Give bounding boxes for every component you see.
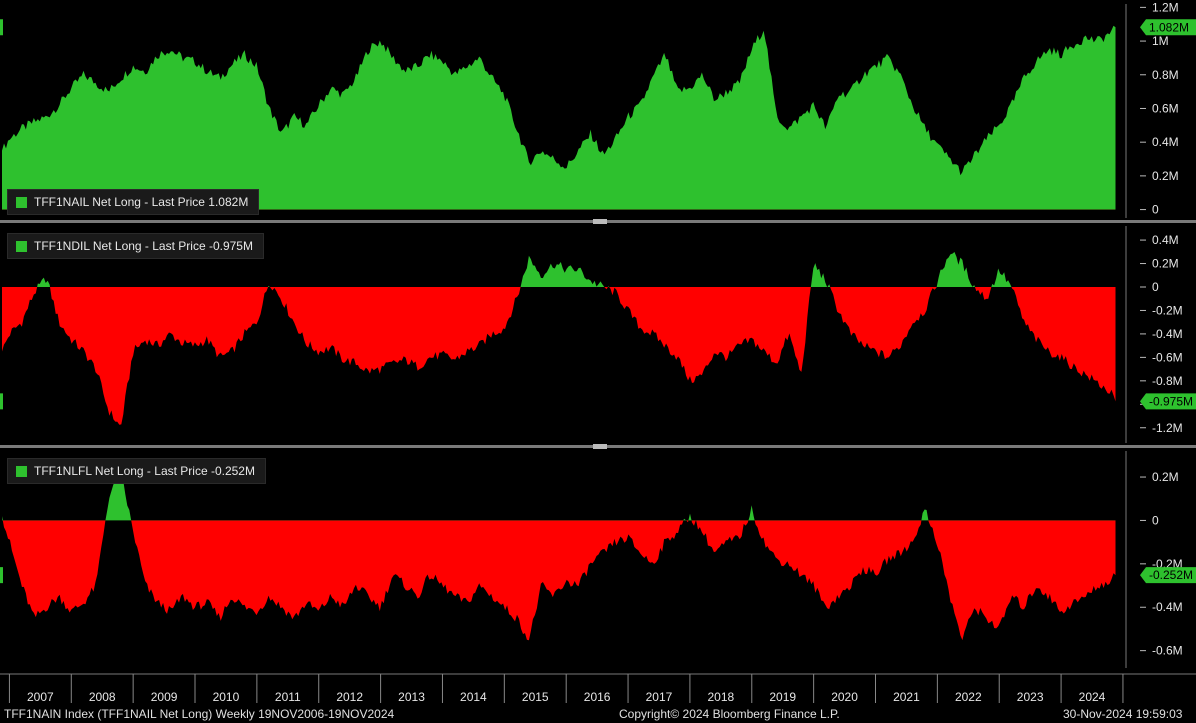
footer-index-info: TFF1NAIN Index (TFF1NAIL Net Long) Weekl… (4, 707, 395, 721)
series-TFF1NAIL-positive-area (2, 25, 1116, 210)
last-price-tag (1140, 19, 1196, 36)
x-tick-label: 2019 (769, 690, 796, 704)
y-tick-label: 0.2M (1152, 257, 1179, 271)
x-tick-label: 2017 (646, 690, 673, 704)
legend-swatch (16, 197, 27, 208)
series-TFF1NDIL-negative-area (2, 286, 1116, 425)
legend-panel-1: TFF1NAIL Net Long - Last Price 1.082M (7, 189, 260, 215)
last-price-tag (1140, 393, 1196, 410)
x-tick-label: 2022 (955, 690, 982, 704)
legend-swatch (16, 466, 27, 477)
y-tick-label: -0.4M (1152, 600, 1183, 614)
x-tick-label: 2013 (398, 690, 425, 704)
x-tick-label: 2018 (707, 690, 734, 704)
series-TFF1NLFL-positive-area (2, 471, 1116, 521)
left-last-marker (0, 19, 3, 36)
y-tick-label: 0.2M (1152, 169, 1179, 183)
y-tick-label: 0.8M (1152, 68, 1179, 82)
last-price-label: -0.252M (1149, 568, 1193, 582)
legend-label-3: TFF1NLFL Net Long - Last Price -0.252M (34, 464, 255, 478)
last-price-label: 1.082M (1149, 20, 1189, 34)
x-tick-label: 2020 (831, 690, 858, 704)
x-tick-label: 2008 (89, 690, 116, 704)
divider-handle (593, 444, 607, 449)
series-TFF1NAIL-negative-area (2, 209, 1116, 210)
y-tick-label: 1M (1152, 34, 1169, 48)
y-tick-label: 0 (1152, 203, 1159, 217)
x-tick-label: 2023 (1017, 690, 1044, 704)
x-tick-label: 2024 (1079, 690, 1106, 704)
x-tick-label: 2007 (27, 690, 54, 704)
x-tick-label: 2011 (275, 690, 301, 704)
y-tick-label: 0.4M (1152, 233, 1179, 247)
legend-label-1: TFF1NAIL Net Long - Last Price 1.082M (34, 195, 249, 209)
y-tick-label: -0.6M (1152, 644, 1183, 658)
left-last-marker (0, 567, 3, 584)
legend-label-2: TFF1NDIL Net Long - Last Price -0.975M (34, 239, 253, 253)
y-tick-label: 1.2M (1152, 0, 1179, 14)
footer-copyright: Copyright© 2024 Bloomberg Finance L.P. (619, 707, 840, 721)
y-tick-label: -0.2M (1152, 303, 1183, 317)
x-tick-label: 2009 (151, 690, 178, 704)
divider-handle (593, 219, 607, 224)
x-tick-label: 2015 (522, 690, 549, 704)
y-tick-label: 0.6M (1152, 101, 1179, 115)
y-tick-label: -0.6M (1152, 350, 1183, 364)
x-tick-label: 2010 (213, 690, 240, 704)
series-TFF1NLFL-negative-area (2, 520, 1116, 641)
footer-timestamp: 30-Nov-2024 19:59:03 (1063, 707, 1183, 721)
y-tick-label: 0.4M (1152, 135, 1179, 149)
last-price-label: -0.975M (1149, 394, 1193, 408)
x-tick-label: 2016 (584, 690, 611, 704)
y-tick-label: 0 (1152, 513, 1159, 527)
last-price-tag (1140, 567, 1196, 584)
y-tick-label: -0.8M (1152, 374, 1183, 388)
y-tick-label: -0.4M (1152, 327, 1183, 341)
x-tick-label: 2012 (336, 690, 363, 704)
y-tick-label: -1.2M (1152, 421, 1183, 435)
series-TFF1NDIL-positive-area (37, 252, 1012, 287)
y-tick-label: 0 (1152, 280, 1159, 294)
legend-panel-2: TFF1NDIL Net Long - Last Price -0.975M (7, 233, 264, 259)
left-last-marker (0, 393, 3, 410)
y-tick-label: 0.2M (1152, 470, 1179, 484)
legend-swatch (16, 241, 27, 252)
legend-panel-3: TFF1NLFL Net Long - Last Price -0.252M (7, 458, 266, 484)
x-tick-label: 2014 (460, 690, 487, 704)
x-tick-label: 2021 (893, 690, 920, 704)
